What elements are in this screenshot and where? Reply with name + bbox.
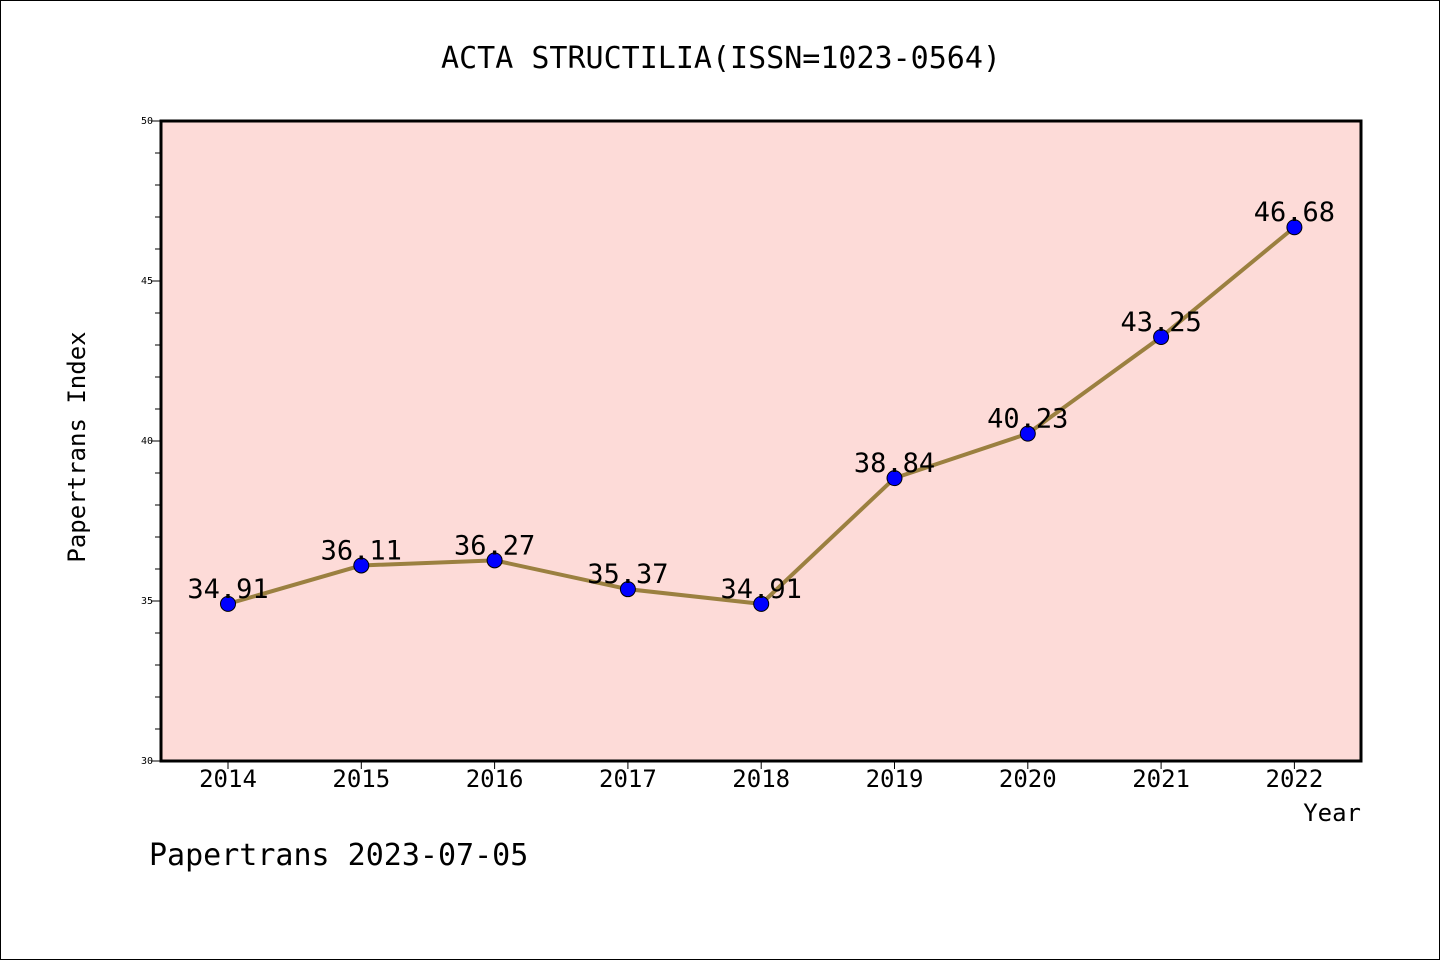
data-label: 36.11 [321, 535, 402, 566]
plot-area [159, 119, 1363, 763]
data-point [619, 581, 636, 598]
x-tick-label: 2016 [466, 765, 524, 793]
y-tick-label: 35 [141, 596, 153, 607]
series-line-group [220, 219, 1303, 612]
data-label: 36.27 [454, 530, 535, 561]
y-tick-label: 30 [141, 756, 153, 767]
x-axis-label: Year [1303, 799, 1361, 827]
data-label: 43.25 [1120, 307, 1201, 338]
data-label: 40.23 [987, 404, 1068, 435]
data-point [1153, 329, 1170, 345]
data-point [886, 470, 903, 487]
x-tick-label: 2019 [866, 765, 924, 793]
data-point [753, 595, 770, 612]
y-axis: 30 35 40 45 50 [141, 116, 161, 767]
data-point [220, 595, 236, 612]
x-tick-label: 2014 [199, 765, 257, 793]
data-label-group: 34.91 36.11 36.27 35.37 34.91 38.84 40.23 43.25… [187, 197, 1335, 605]
data-label: 34.91 [187, 574, 268, 605]
data-point [1286, 219, 1303, 236]
chart-title: ACTA STRUCTILIA(ISSN=1023-0564) [441, 41, 1001, 76]
x-tick-label: 2022 [1266, 765, 1324, 793]
data-label: 38.84 [854, 448, 935, 479]
data-point [486, 552, 503, 569]
y-tick-label: 45 [141, 276, 153, 287]
x-tick-label: 2018 [732, 765, 790, 793]
x-tick-label: 2020 [999, 765, 1057, 793]
x-axis: 2014 2015 2016 2017 2018 2019 2020 2021 2022 [199, 761, 1323, 793]
x-tick-label: 2017 [599, 765, 657, 793]
footer-date: Papertrans 2023-07-05 [149, 838, 528, 873]
data-point [1019, 425, 1036, 442]
data-label: 34.91 [721, 574, 802, 605]
x-tick-label: 2015 [332, 765, 390, 793]
data-point [353, 557, 370, 574]
y-tick-label: 40 [141, 436, 153, 447]
x-tick-label: 2021 [1132, 765, 1190, 793]
y-tick-label: 50 [141, 116, 153, 127]
data-label: 35.37 [587, 559, 668, 590]
y-axis-label: Papertrans Index [63, 331, 91, 562]
data-label: 46.68 [1254, 197, 1335, 228]
